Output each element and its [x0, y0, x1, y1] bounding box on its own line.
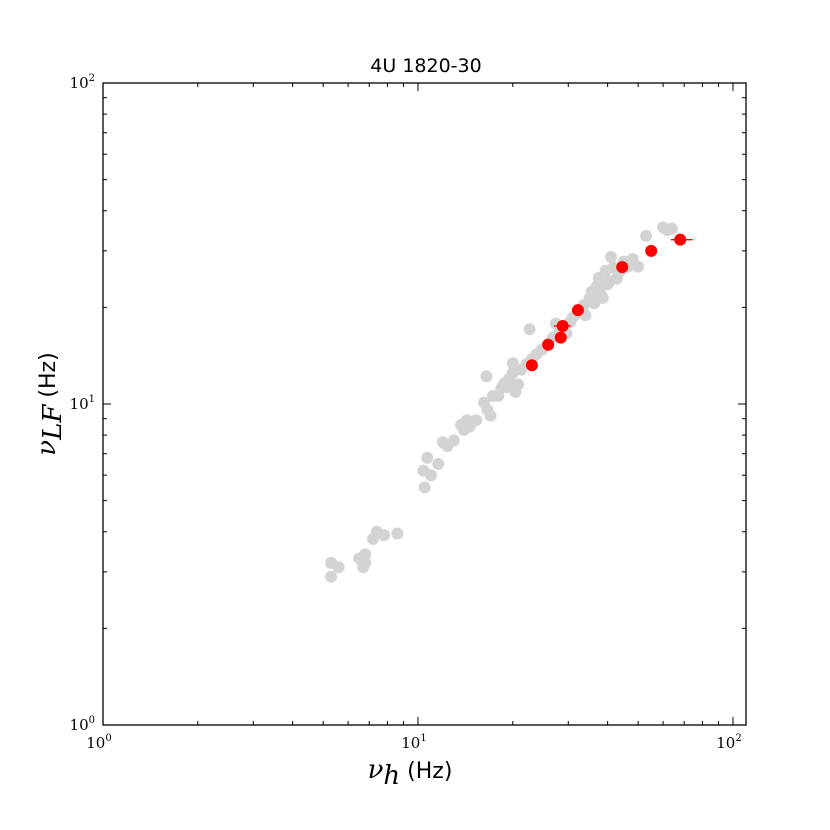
chart-title: 4U 1820-30	[370, 55, 481, 77]
y-axis-subscript: LF	[38, 404, 68, 441]
data-point	[377, 529, 390, 542]
y-axis-label: νLF (Hz)	[32, 352, 68, 455]
data-point	[470, 414, 483, 427]
data-point	[480, 370, 493, 383]
x-tick-label: 100	[86, 733, 111, 752]
y-axis-symbol: ν	[32, 440, 62, 456]
data-point	[542, 338, 555, 351]
data-point	[674, 233, 687, 246]
y-tick-label: 102	[70, 73, 95, 92]
data-point	[432, 458, 445, 471]
data-point	[525, 359, 538, 372]
data-point	[425, 469, 438, 482]
data-point	[596, 291, 609, 304]
data-point	[506, 357, 519, 370]
data-point	[325, 570, 338, 583]
data-point	[359, 548, 372, 561]
plot-frame	[102, 82, 747, 726]
series-red	[525, 233, 693, 372]
x-axis-symbol: ν	[368, 755, 384, 785]
data-point	[554, 331, 567, 344]
x-tick-label: 102	[716, 733, 741, 752]
x-axis-subscript: h	[383, 761, 400, 791]
x-tick-label: 101	[401, 733, 426, 752]
data-point	[604, 251, 617, 264]
data-point	[484, 409, 497, 422]
x-axis-unit: (Hz)	[407, 759, 452, 784]
data-point	[632, 260, 645, 273]
data-point	[640, 229, 653, 242]
data-point	[645, 244, 658, 257]
data-point	[665, 222, 678, 235]
plot-marks	[325, 221, 693, 583]
y-tick-label: 101	[70, 394, 95, 413]
x-axis-label: νh (Hz)	[368, 755, 453, 791]
data-point	[523, 323, 536, 336]
data-point	[447, 434, 460, 447]
data-point	[391, 527, 404, 540]
data-point	[418, 481, 431, 494]
data-point	[571, 304, 584, 317]
axis-ticks: 100 101 102 100 101 102	[70, 73, 746, 752]
data-point	[616, 261, 629, 274]
data-point	[512, 378, 525, 391]
data-point	[421, 451, 434, 464]
series-grey	[325, 221, 678, 583]
y-axis-unit: (Hz)	[36, 352, 61, 397]
y-tick-label: 100	[70, 715, 95, 734]
data-point	[556, 319, 569, 332]
data-point	[359, 556, 372, 569]
data-point	[332, 561, 345, 574]
